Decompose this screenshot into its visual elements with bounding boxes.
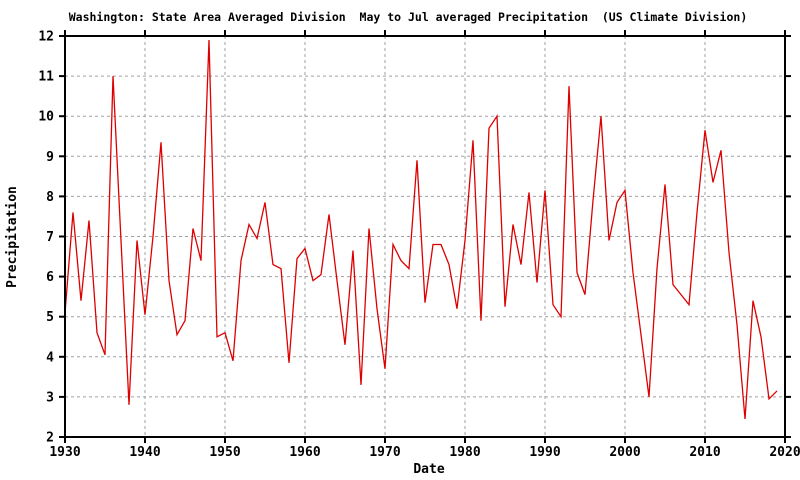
y-axis-title: Precipitation (5, 186, 20, 288)
x-tick-label: 1990 (529, 445, 560, 460)
x-tick-label: 1940 (129, 445, 160, 460)
x-tick-label: 1930 (49, 445, 80, 460)
chart-title: Washington: State Area Averaged Division… (69, 10, 748, 24)
x-tick-label: 2020 (769, 445, 800, 460)
y-tick-label: 11 (38, 70, 54, 85)
axis-tick-labels: 1930 1940 1950 1960 1970 1980 1990 2000 2010 2020… (38, 30, 800, 461)
y-tick-label: 10 (38, 110, 54, 125)
gridlines (65, 36, 785, 437)
axis-ticks (59, 30, 791, 443)
x-tick-label: 1950 (209, 445, 240, 460)
y-tick-label: 8 (46, 190, 54, 205)
y-tick-label: 12 (38, 30, 54, 45)
x-tick-label: 2010 (689, 445, 720, 460)
y-tick-label: 3 (46, 390, 54, 405)
x-axis-title: Date (413, 462, 444, 477)
y-tick-label: 2 (46, 431, 54, 446)
y-tick-label: 5 (46, 310, 54, 325)
y-tick-label: 4 (46, 350, 54, 365)
x-tick-label: 1960 (289, 445, 320, 460)
data-series (64, 39, 778, 420)
precipitation-series-line (64, 39, 778, 420)
x-tick-label: 1970 (369, 445, 400, 460)
y-tick-label: 6 (46, 270, 54, 285)
x-tick-label: 1980 (449, 445, 480, 460)
y-tick-label: 9 (46, 150, 54, 165)
x-tick-label: 2000 (609, 445, 640, 460)
y-tick-label: 7 (46, 230, 54, 245)
